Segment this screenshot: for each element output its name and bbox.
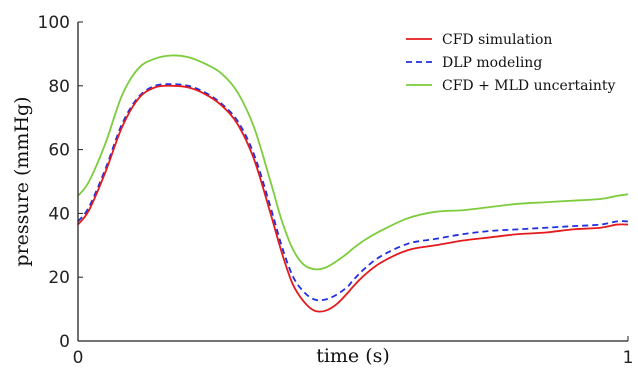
y-tick-label: 80 <box>48 77 70 97</box>
y-tick-label: 20 <box>48 268 70 288</box>
series-line-cfd-simulation <box>77 84 629 313</box>
legend-label: CFD simulation <box>442 32 552 48</box>
y-axis-title: pressure (mmHg) <box>11 96 33 266</box>
x-axis-title: time (s) <box>316 345 390 367</box>
series-line-dlp-modeling <box>77 83 629 302</box>
x-tick-label: 1 <box>623 348 634 368</box>
series-layer <box>77 54 629 313</box>
x-tick-label: 0 <box>73 348 84 368</box>
legend: CFD simulation DLP modeling CFD + MLD unce… <box>406 32 616 94</box>
series-line-cfd-mld-uncertainty <box>77 54 629 271</box>
y-tick-label: 0 <box>59 332 70 352</box>
ticks-layer: 0 20 40 60 80 100 0 1 <box>38 13 634 368</box>
y-tick-label: 40 <box>48 204 70 224</box>
y-tick-label: 100 <box>38 13 70 33</box>
axes-layer <box>77 22 628 342</box>
legend-label: DLP modeling <box>442 55 542 71</box>
legend-label: CFD + MLD uncertainty <box>442 78 616 94</box>
y-tick-label: 60 <box>48 141 70 161</box>
